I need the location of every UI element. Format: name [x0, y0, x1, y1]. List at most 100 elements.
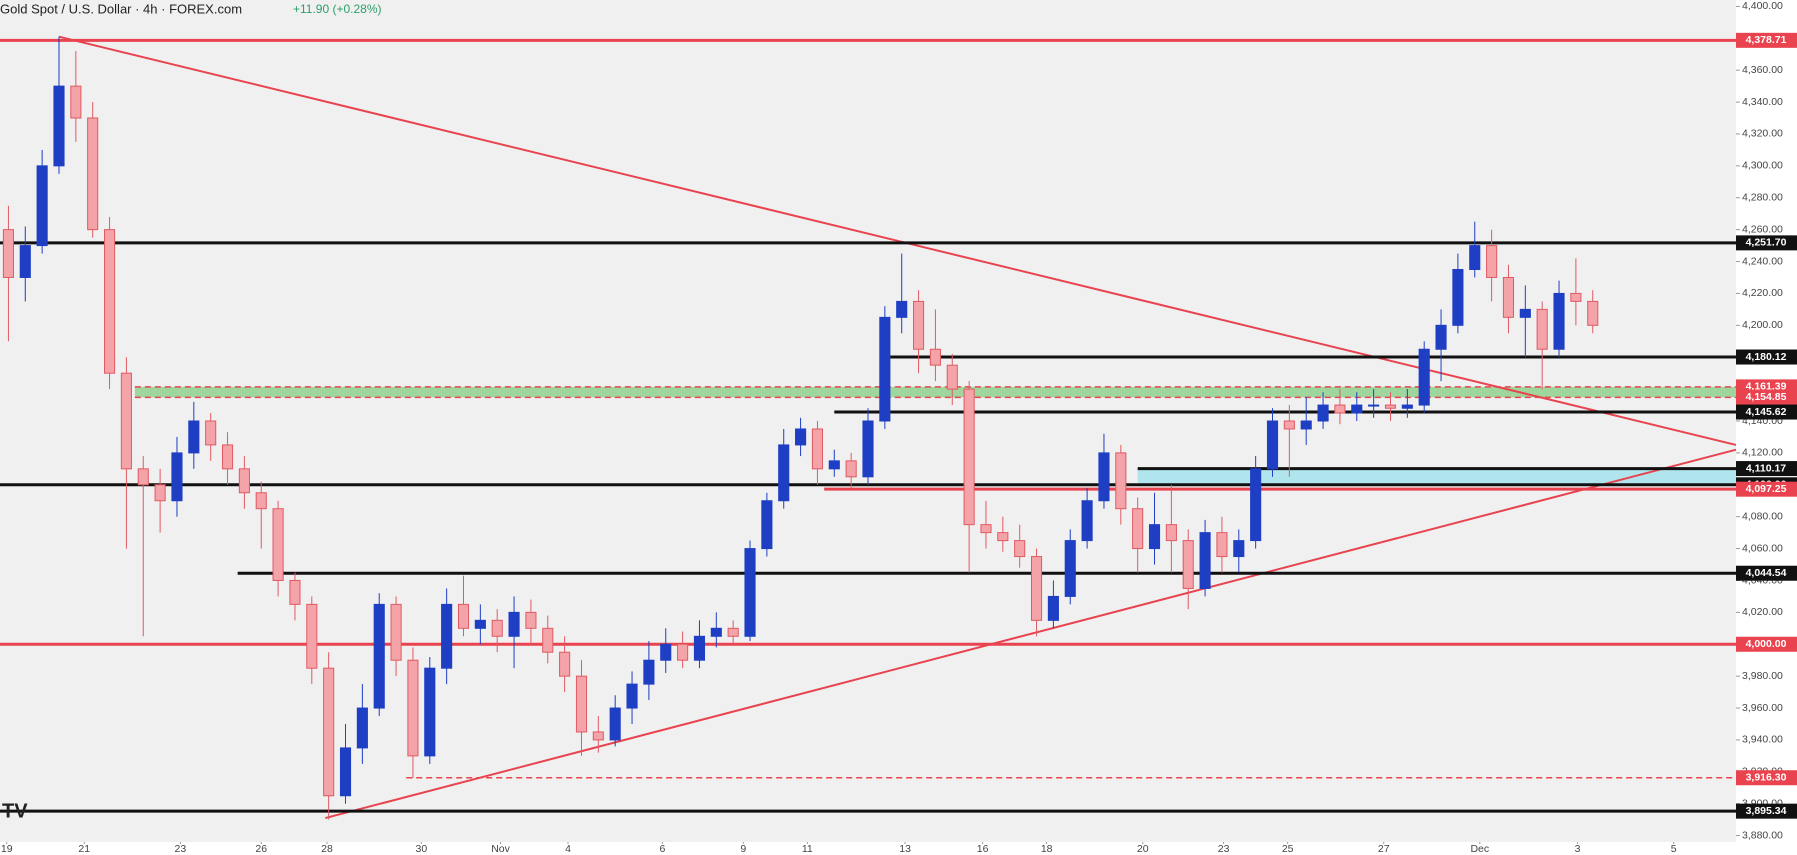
level-tag — [1736, 235, 1797, 251]
candle-body — [1536, 308, 1548, 350]
y-tick-label: 4,200.00 — [1742, 319, 1783, 331]
candle-body — [1266, 420, 1279, 470]
candle-body — [626, 683, 638, 709]
candle-body — [103, 229, 116, 374]
candle-body — [1300, 420, 1312, 430]
candle-body — [879, 316, 891, 422]
level-label: 4,044.54 — [1746, 567, 1787, 579]
x-tick-label: 4 — [565, 843, 571, 855]
y-tick-label: 4,300.00 — [1742, 160, 1783, 172]
x-tick-label: 20 — [1137, 843, 1149, 855]
candle-body — [441, 603, 453, 669]
level-tag — [1736, 481, 1797, 497]
candle-body — [1081, 500, 1093, 542]
candle-body — [205, 420, 217, 446]
level-label: 4,145.62 — [1746, 406, 1787, 418]
candle-body — [693, 635, 706, 661]
y-tick-label: 3,960.00 — [1742, 702, 1783, 714]
x-tick-label: Nov — [491, 843, 510, 855]
level-tag — [1736, 349, 1797, 365]
y-tick-label: 3,940.00 — [1742, 734, 1783, 746]
candle-body — [171, 452, 183, 502]
candle-body — [424, 667, 436, 757]
x-tick-label: 18 — [1041, 843, 1053, 855]
candle-body — [1233, 540, 1245, 558]
y-tick-label: 3,980.00 — [1742, 670, 1783, 682]
candle-body — [19, 245, 31, 278]
candle-body — [1553, 292, 1565, 350]
header-bg — [0, 0, 430, 18]
candle-body — [677, 643, 689, 661]
level-label: 4,161.39 — [1746, 381, 1787, 393]
candle-body — [255, 492, 267, 510]
candle-body — [407, 659, 419, 757]
level-tag — [1736, 404, 1797, 420]
zone — [134, 386, 1736, 398]
candle-body — [474, 619, 486, 629]
level-label: 4,251.70 — [1746, 237, 1787, 249]
candle-body — [1283, 420, 1295, 430]
candle-body — [323, 667, 335, 797]
candle-body — [306, 603, 318, 669]
candle-body — [592, 731, 604, 741]
level-tag — [1736, 636, 1797, 652]
candle-body — [221, 444, 234, 470]
candle-body — [1250, 468, 1262, 542]
candle-body — [457, 603, 470, 629]
candle-body — [862, 420, 874, 478]
y-tick-label: 4,240.00 — [1742, 255, 1783, 267]
candle-body — [87, 117, 99, 231]
candle-body — [1519, 308, 1531, 318]
candle-body — [778, 444, 790, 502]
x-tick-label: 26 — [255, 843, 267, 855]
level-label: 4,378.71 — [1746, 34, 1787, 46]
candle-body — [53, 85, 65, 167]
x-tick-label: 30 — [416, 843, 428, 855]
candle-body — [356, 707, 368, 749]
trendline — [58, 35, 1737, 446]
candle-body — [36, 165, 48, 247]
candle-body — [896, 300, 908, 318]
x-tick-label: 25 — [1282, 843, 1294, 855]
candle-body — [154, 484, 166, 502]
x-tick-label: 9 — [740, 843, 746, 855]
x-tick-label: 5 — [1671, 843, 1677, 855]
x-tick-label: 6 — [659, 843, 665, 855]
candle-body — [1047, 595, 1059, 621]
candle-body — [70, 85, 82, 119]
level-tag — [1736, 565, 1797, 581]
logo: TV — [2, 800, 28, 822]
candle-body — [980, 524, 992, 534]
x-tick-label: 11 — [802, 843, 813, 855]
x-tick-label: 13 — [899, 843, 911, 855]
y-tick-label: 4,320.00 — [1742, 128, 1783, 140]
candle-body — [1148, 524, 1161, 550]
candle-body — [795, 428, 807, 446]
candle-body — [1384, 404, 1397, 409]
level-label: 4,110.17 — [1746, 462, 1786, 474]
candle-body — [1334, 404, 1346, 414]
candle-body — [2, 229, 14, 278]
candle-body — [727, 627, 739, 637]
x-tick-label: 3 — [1575, 843, 1581, 855]
candle-body — [710, 627, 722, 637]
candle-body — [963, 388, 975, 526]
candle-body — [238, 468, 250, 494]
candle-body — [1418, 348, 1430, 406]
candle-body — [1030, 556, 1043, 621]
y-tick-label: 4,080.00 — [1742, 510, 1783, 522]
candle-body — [542, 627, 554, 653]
candle-body — [609, 707, 621, 741]
y-tick-label: 4,340.00 — [1742, 96, 1783, 108]
candle-body — [1098, 452, 1110, 502]
level-label: 4,180.12 — [1746, 351, 1787, 363]
candle-body — [1216, 532, 1228, 558]
y-tick-label: 4,120.00 — [1742, 447, 1783, 459]
candle-body — [508, 611, 520, 637]
level-tag — [1736, 461, 1797, 477]
candle-body — [1401, 404, 1413, 409]
candle-body — [761, 500, 773, 550]
level-tag — [1736, 389, 1797, 405]
y-tick-label: 4,280.00 — [1742, 192, 1783, 204]
